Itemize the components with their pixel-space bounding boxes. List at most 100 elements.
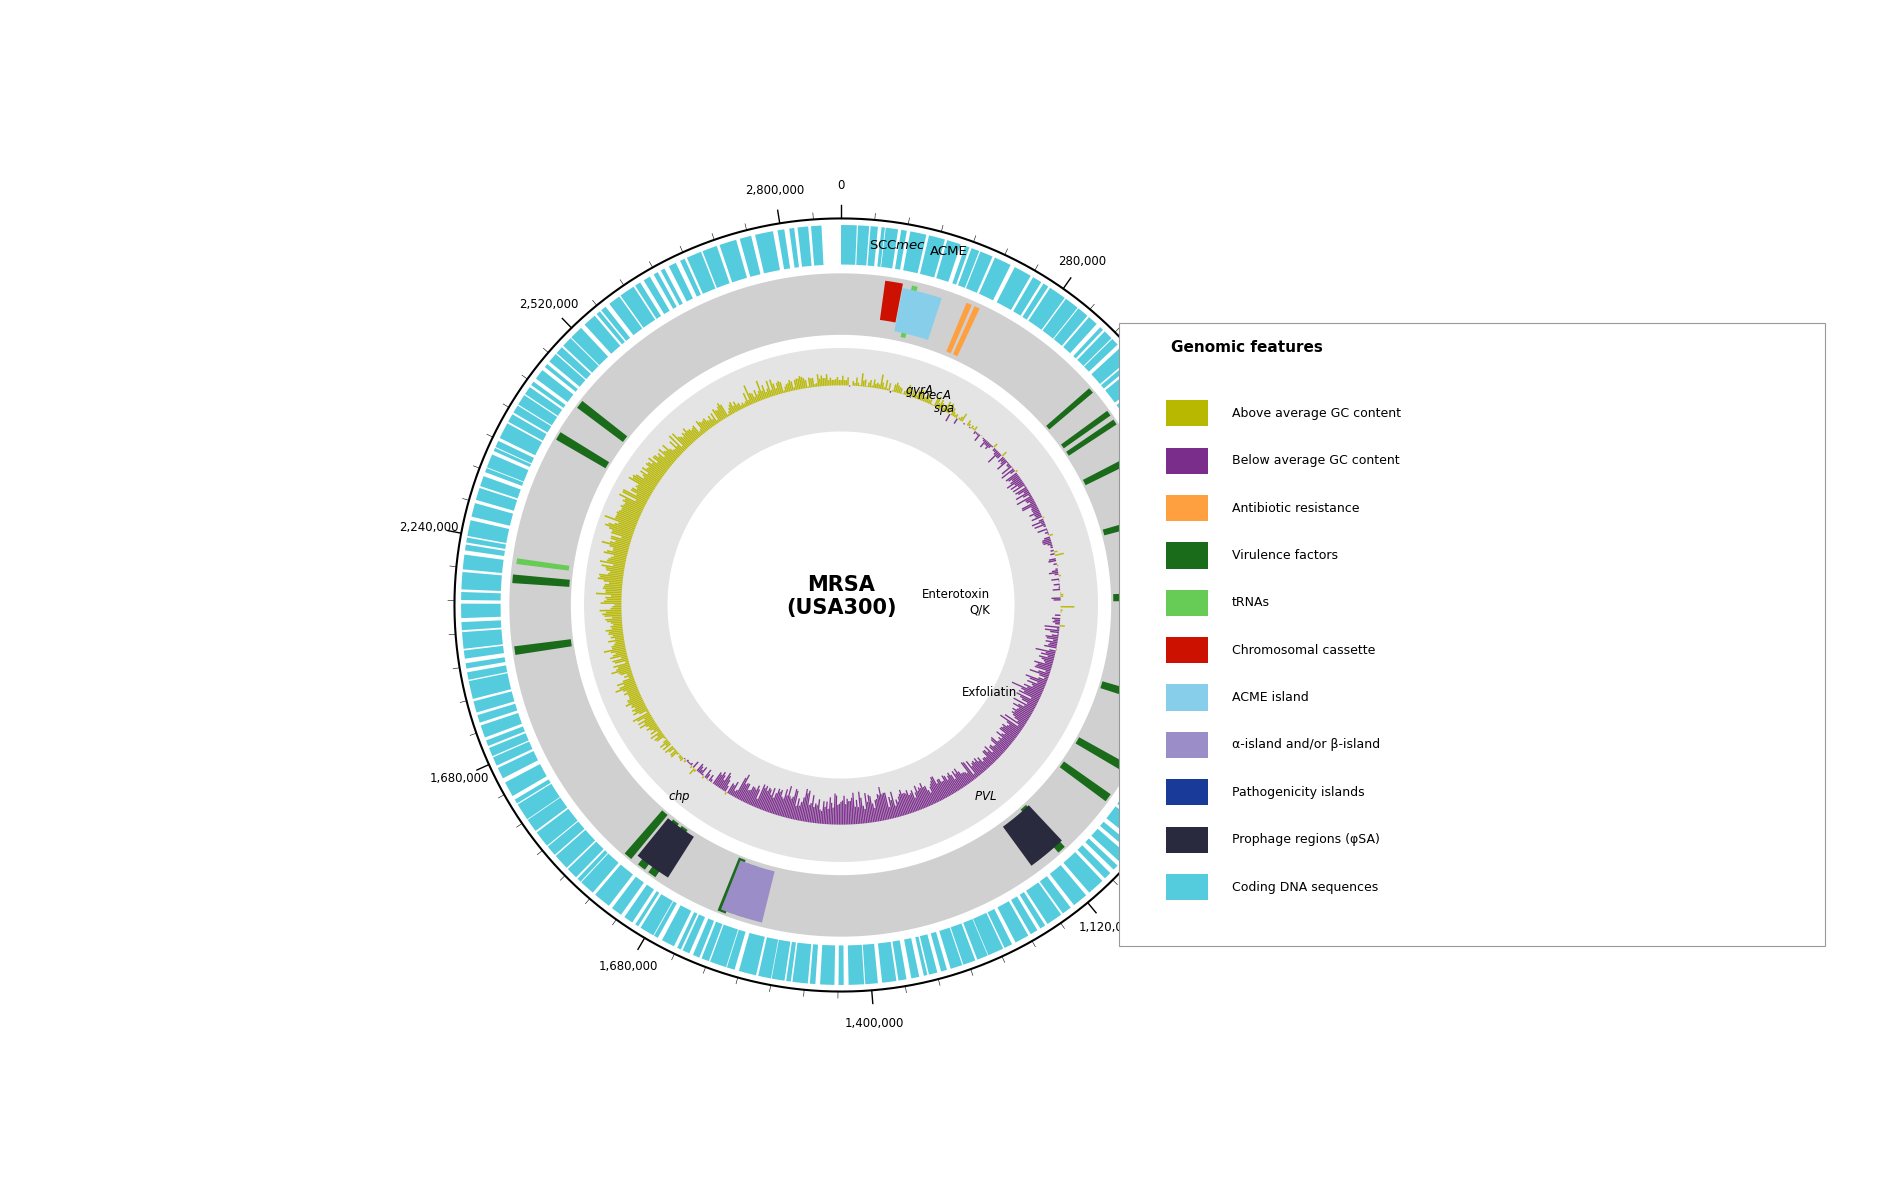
Polygon shape (1136, 415, 1175, 446)
Polygon shape (895, 805, 899, 817)
Polygon shape (978, 258, 1010, 301)
Polygon shape (615, 516, 635, 526)
Polygon shape (701, 921, 722, 961)
Polygon shape (656, 734, 664, 742)
Polygon shape (603, 515, 635, 528)
Text: α-island and/or β-island: α-island and/or β-island (1231, 738, 1380, 751)
Polygon shape (626, 686, 637, 692)
Polygon shape (626, 672, 632, 676)
Polygon shape (688, 762, 690, 764)
Polygon shape (987, 909, 1011, 948)
Polygon shape (611, 877, 643, 915)
Polygon shape (846, 799, 848, 824)
Polygon shape (635, 706, 647, 713)
Polygon shape (790, 381, 793, 391)
Polygon shape (609, 527, 632, 537)
Polygon shape (880, 794, 887, 819)
Polygon shape (955, 779, 963, 789)
Polygon shape (863, 944, 878, 985)
Polygon shape (1043, 661, 1053, 665)
Polygon shape (613, 662, 630, 668)
Polygon shape (788, 797, 793, 818)
Polygon shape (669, 435, 684, 452)
Polygon shape (1049, 553, 1055, 556)
Polygon shape (754, 785, 765, 807)
Polygon shape (632, 477, 654, 491)
Polygon shape (989, 746, 1000, 757)
Polygon shape (696, 763, 703, 772)
Polygon shape (865, 380, 867, 387)
Polygon shape (744, 401, 748, 406)
Polygon shape (1055, 574, 1058, 575)
Polygon shape (1011, 708, 1028, 719)
Polygon shape (664, 450, 675, 461)
Polygon shape (611, 625, 622, 628)
Polygon shape (716, 775, 726, 787)
Polygon shape (972, 428, 974, 430)
Polygon shape (716, 858, 744, 914)
Polygon shape (1147, 750, 1184, 772)
Polygon shape (617, 666, 630, 671)
Polygon shape (1006, 725, 1019, 734)
Polygon shape (1040, 876, 1070, 914)
Polygon shape (713, 773, 722, 785)
Polygon shape (635, 283, 660, 319)
Polygon shape (1008, 725, 1019, 733)
Polygon shape (1034, 524, 1045, 530)
Polygon shape (1100, 682, 1156, 706)
Polygon shape (611, 658, 628, 662)
Polygon shape (622, 677, 634, 683)
Polygon shape (778, 789, 788, 816)
Polygon shape (991, 751, 998, 758)
Polygon shape (752, 789, 760, 806)
Polygon shape (701, 246, 729, 288)
Polygon shape (498, 751, 538, 779)
Polygon shape (797, 226, 810, 267)
Polygon shape (782, 391, 786, 393)
Polygon shape (737, 403, 741, 410)
Polygon shape (1090, 347, 1130, 385)
Polygon shape (951, 770, 963, 788)
Polygon shape (1038, 519, 1043, 522)
Polygon shape (1002, 452, 1006, 456)
Polygon shape (611, 530, 632, 538)
Polygon shape (1034, 660, 1051, 667)
Polygon shape (617, 664, 630, 668)
Polygon shape (709, 420, 714, 426)
Polygon shape (823, 379, 825, 386)
Polygon shape (660, 740, 669, 748)
Polygon shape (979, 440, 987, 448)
Polygon shape (801, 788, 808, 821)
Polygon shape (720, 773, 731, 789)
Polygon shape (758, 786, 767, 809)
Polygon shape (1058, 625, 1064, 627)
Polygon shape (961, 413, 966, 422)
Polygon shape (1073, 327, 1102, 358)
Polygon shape (669, 750, 677, 756)
Polygon shape (848, 945, 863, 985)
Polygon shape (1166, 696, 1207, 719)
Polygon shape (1015, 692, 1038, 703)
Polygon shape (863, 381, 865, 387)
Polygon shape (694, 769, 696, 773)
Polygon shape (876, 794, 882, 821)
Polygon shape (506, 764, 547, 797)
Polygon shape (472, 503, 513, 526)
Polygon shape (1006, 478, 1021, 489)
Polygon shape (998, 740, 1008, 749)
Polygon shape (1175, 531, 1214, 545)
Polygon shape (1030, 683, 1043, 690)
Polygon shape (820, 811, 822, 824)
Polygon shape (1105, 365, 1147, 403)
Polygon shape (761, 789, 771, 811)
Polygon shape (728, 407, 733, 415)
Polygon shape (929, 778, 942, 800)
Polygon shape (1038, 677, 1047, 682)
Polygon shape (1051, 579, 1058, 581)
Polygon shape (1171, 518, 1213, 534)
Polygon shape (1169, 506, 1209, 522)
Polygon shape (1006, 472, 1017, 482)
Polygon shape (620, 655, 628, 659)
Polygon shape (1030, 697, 1038, 702)
Polygon shape (966, 420, 970, 425)
